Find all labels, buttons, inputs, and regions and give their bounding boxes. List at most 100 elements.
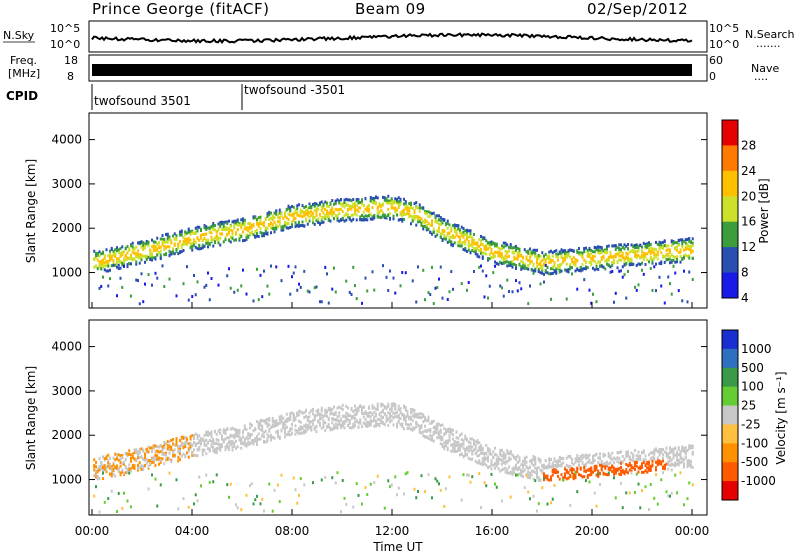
- vel-cell: [270, 438, 272, 442]
- power-cell: [614, 253, 617, 257]
- power-cell: [646, 242, 649, 246]
- vel-cell: [331, 476, 334, 480]
- power-cell: [431, 265, 433, 269]
- vel-cell: [210, 435, 213, 439]
- power-cell: [408, 206, 411, 210]
- power-cell: [196, 280, 199, 284]
- vel-cell: [618, 467, 621, 471]
- vel-cell: [198, 434, 201, 438]
- power-cell: [126, 244, 129, 248]
- power-cell: [597, 248, 600, 252]
- vel-cell: [674, 447, 677, 451]
- power-cell: [467, 229, 470, 233]
- power-cell: [571, 258, 573, 262]
- vel-cell: [387, 404, 390, 408]
- power-cell: [247, 234, 250, 238]
- vel-cell: [588, 460, 591, 464]
- power-cell: [665, 257, 668, 261]
- vel-cell: [621, 454, 624, 458]
- power-cell: [618, 251, 621, 255]
- vel-cell: [271, 425, 274, 429]
- vel-cell: [658, 462, 661, 466]
- power-cell: [130, 256, 132, 260]
- noise-right-tick-bottom: 10^0: [709, 38, 739, 51]
- power-cell: [200, 234, 202, 238]
- power-cell: [670, 292, 673, 296]
- vel-cell: [553, 464, 556, 468]
- power-cell: [641, 268, 643, 272]
- velocity-ylabel: Slant Range [km]: [24, 366, 38, 470]
- power-cell: [144, 260, 146, 264]
- power-cell: [534, 269, 537, 273]
- power-cell: [203, 244, 206, 248]
- vel-cell: [112, 463, 115, 467]
- power-cell: [203, 226, 206, 230]
- vel-cell: [284, 423, 286, 427]
- power-cell: [277, 214, 279, 218]
- vel-cell: [417, 423, 419, 427]
- vel-cell: [179, 452, 181, 456]
- vel-cell: [102, 466, 104, 470]
- power-cell: [144, 246, 146, 250]
- vel-cell: [616, 451, 619, 455]
- vel-cell: [677, 453, 680, 457]
- power-cell: [642, 251, 645, 255]
- power-cell: [159, 245, 162, 249]
- power-cell: [665, 248, 668, 252]
- noise-left-tick-bottom: 10^0: [50, 38, 80, 51]
- power-cell: [333, 266, 335, 270]
- vel-cell: [261, 429, 264, 433]
- power-cell: [651, 288, 654, 292]
- power-cell: [252, 233, 255, 237]
- power-cell: [579, 253, 582, 257]
- vel-cell: [287, 416, 290, 420]
- vel-ytick-label-1: 2000: [51, 428, 82, 442]
- vel-cell: [319, 421, 321, 425]
- power-cell: [411, 215, 414, 219]
- power-cell: [614, 244, 617, 248]
- vel-cell: [480, 506, 482, 510]
- vel-cell: [250, 424, 253, 428]
- vel-cell: [478, 461, 481, 465]
- vel-cell: [586, 454, 589, 458]
- power-cell: [609, 265, 612, 269]
- vel-cell: [385, 419, 388, 423]
- vel-cell: [312, 412, 314, 416]
- power-cell: [278, 216, 281, 220]
- vel-cell: [229, 482, 232, 486]
- power-cell: [679, 260, 682, 264]
- power-cell: [205, 283, 208, 287]
- vel-cell: [446, 441, 449, 445]
- power-cell: [466, 233, 468, 237]
- power-cell: [429, 211, 432, 215]
- power-cell: [641, 249, 643, 253]
- vel-cell: [277, 432, 279, 436]
- power-cell: [257, 216, 260, 220]
- vel-cell: [131, 466, 134, 470]
- vel-cell: [677, 447, 680, 451]
- power-cell: [401, 219, 404, 223]
- power-cell: [677, 251, 680, 255]
- vel-cell: [553, 457, 556, 461]
- power-cell: [100, 252, 103, 256]
- vel-cell: [263, 435, 265, 439]
- power-cell: [620, 243, 622, 247]
- power-cell: [191, 248, 194, 252]
- power-cell: [128, 262, 131, 266]
- vel-cell: [166, 447, 169, 451]
- vel-cell: [630, 458, 633, 462]
- vel-cell: [443, 504, 446, 508]
- vel-cell: [154, 444, 157, 448]
- vel-cell: [525, 464, 528, 468]
- power-cell: [224, 238, 227, 242]
- power-cell: [375, 202, 377, 206]
- vel-cell: [285, 412, 288, 416]
- power-cell: [529, 252, 531, 256]
- power-cell: [567, 249, 570, 253]
- power-cell: [620, 269, 622, 273]
- power-cell: [149, 256, 152, 260]
- power-cell: [235, 219, 237, 223]
- power-cell: [270, 221, 272, 225]
- vel-cell: [383, 422, 386, 426]
- vel-cell: [277, 435, 279, 439]
